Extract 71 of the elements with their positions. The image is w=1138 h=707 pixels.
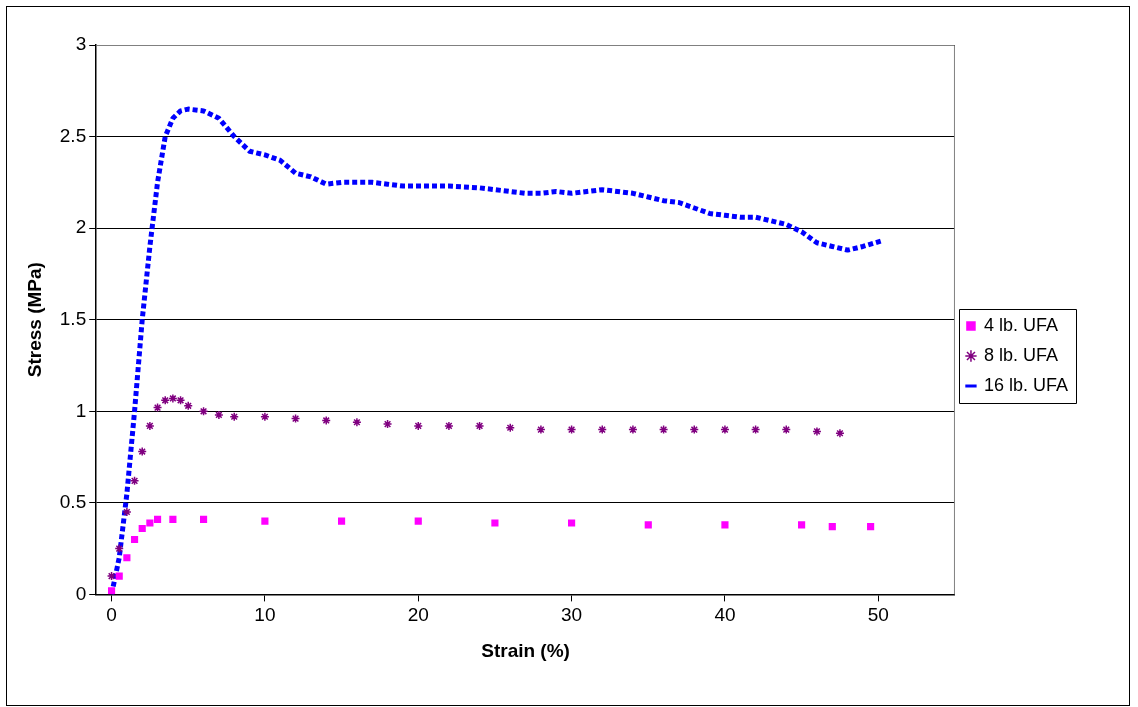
point [536, 424, 546, 435]
point [798, 521, 806, 529]
point [444, 421, 454, 431]
y-tick-label: 0 [75, 582, 87, 604]
point [658, 424, 669, 435]
point [781, 424, 792, 435]
y-tick-label: 2.5 [59, 124, 87, 146]
y-tick-label: 0.5 [59, 491, 87, 513]
point [720, 424, 730, 435]
x-axis-title: Strain (%) [481, 639, 570, 661]
point [721, 521, 729, 529]
y-tick-label: 2 [75, 216, 87, 238]
point [568, 519, 576, 527]
point [290, 413, 301, 424]
point [183, 401, 193, 411]
legend-label: 4 lb. UFA [983, 314, 1058, 335]
point [260, 412, 270, 422]
point [198, 406, 209, 417]
point [199, 515, 208, 523]
point [337, 517, 346, 525]
point [107, 587, 116, 595]
point [123, 554, 131, 562]
legend-label: 8 lb. UFA [983, 344, 1058, 365]
point [261, 517, 269, 525]
point [114, 543, 124, 554]
point [153, 515, 162, 523]
point [505, 423, 515, 433]
point [382, 419, 393, 429]
point [122, 507, 132, 517]
point [115, 572, 123, 580]
point [491, 519, 499, 527]
legend-label: 16 lb. UFA [983, 374, 1069, 395]
point [229, 412, 239, 422]
point [628, 424, 638, 435]
point [169, 515, 177, 523]
point [137, 446, 147, 457]
point [835, 428, 845, 438]
x-tick-label: 40 [714, 604, 736, 626]
x-tick-label: 20 [407, 604, 429, 626]
point [321, 415, 331, 426]
point [867, 523, 875, 531]
point [750, 424, 761, 435]
point [129, 476, 140, 486]
point [644, 521, 652, 529]
point [413, 421, 423, 431]
point [474, 421, 485, 431]
x-tick-label: 0 [106, 604, 117, 626]
x-tick-label: 10 [254, 604, 276, 626]
point [214, 410, 224, 420]
x-tick-label: 50 [867, 604, 889, 626]
point [106, 571, 117, 581]
point [138, 524, 146, 533]
point [689, 424, 700, 435]
point [175, 395, 186, 406]
point [130, 535, 139, 544]
point [146, 519, 154, 527]
x-tick-label: 30 [561, 604, 583, 626]
point [597, 424, 608, 435]
point [168, 393, 178, 404]
y-tick-label: 1.5 [59, 307, 87, 329]
y-tick-label: 1 [75, 399, 87, 421]
point [152, 402, 163, 413]
point [352, 417, 362, 428]
point [414, 517, 422, 525]
point [566, 424, 577, 435]
point [812, 426, 822, 437]
y-axis-title: Stress (MPa) [23, 262, 45, 378]
point [145, 421, 155, 431]
point [828, 523, 836, 531]
point [160, 395, 170, 406]
y-tick-label: 3 [75, 33, 87, 55]
